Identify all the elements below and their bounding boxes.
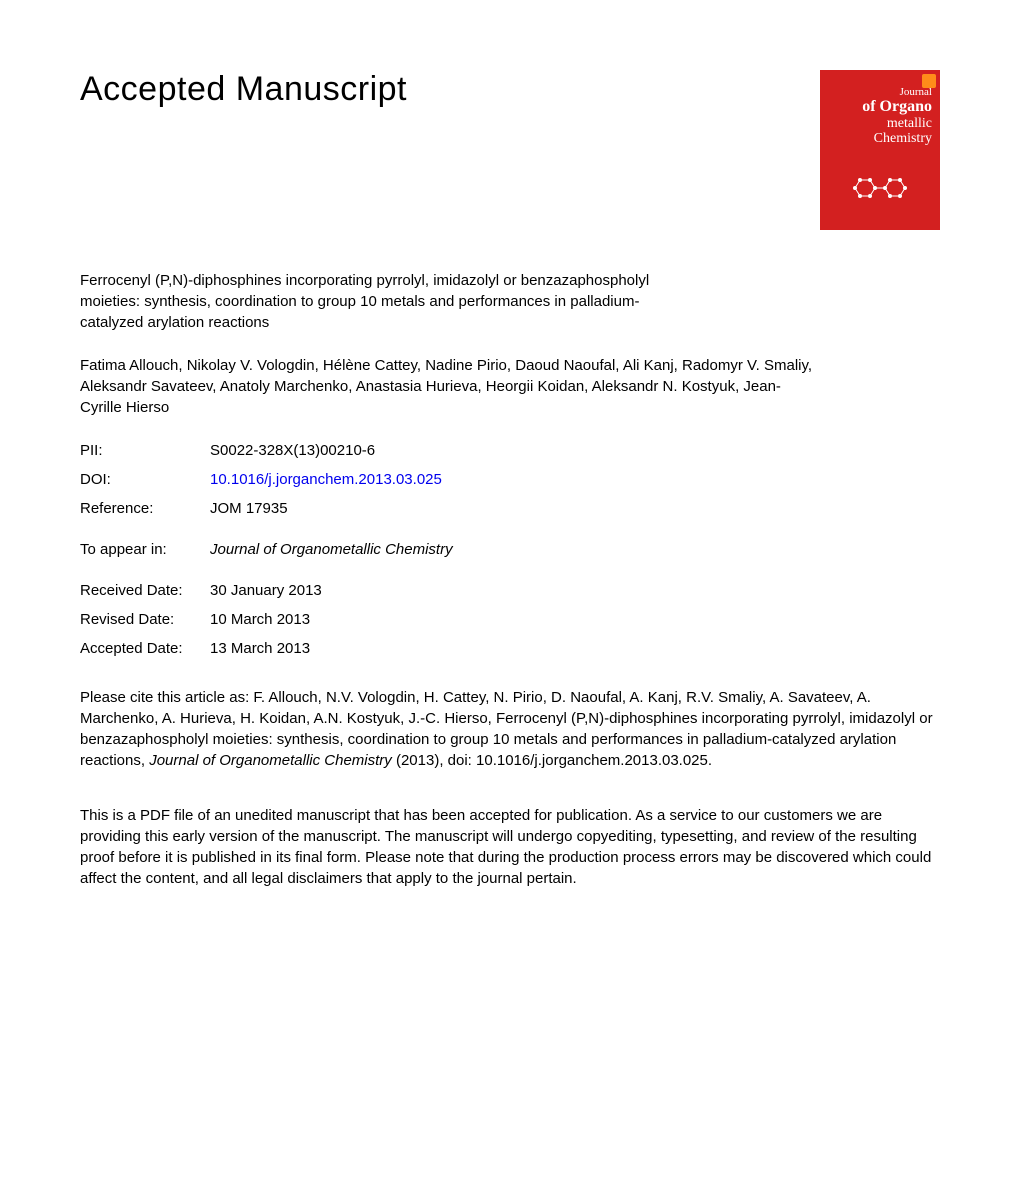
appear-label: To appear in: (80, 541, 210, 558)
appear-table: To appear in: Journal of Organometallic … (80, 541, 940, 558)
molecule-icon (845, 170, 915, 210)
meta-row-doi: DOI: 10.1016/j.jorganchem.2013.03.025 (80, 471, 940, 488)
accepted-value: 13 March 2013 (210, 640, 940, 657)
dates-table: Received Date: 30 January 2013 Revised D… (80, 582, 940, 657)
received-value: 30 January 2013 (210, 582, 940, 599)
journal-cover-title: Journal of Organo metallic Chemistry (828, 86, 932, 146)
cover-line-3: metallic (828, 116, 932, 131)
meta-row-revised: Revised Date: 10 March 2013 (80, 611, 940, 628)
meta-row-pii: PII: S0022-328X(13)00210-6 (80, 442, 940, 459)
received-label: Received Date: (80, 582, 210, 599)
meta-row-accepted: Accepted Date: 13 March 2013 (80, 640, 940, 657)
accepted-label: Accepted Date: (80, 640, 210, 657)
reference-value: JOM 17935 (210, 500, 940, 517)
citation-block: Please cite this article as: F. Allouch,… (80, 687, 940, 771)
authors-list: Fatima Allouch, Nikolay V. Vologdin, Hél… (80, 355, 820, 418)
page-heading: Accepted Manuscript (80, 70, 407, 109)
doi-label: DOI: (80, 471, 210, 488)
publisher-logo-icon (922, 74, 936, 88)
citation-suffix: (2013), doi: 10.1016/j.jorganchem.2013.0… (392, 752, 712, 769)
meta-row-received: Received Date: 30 January 2013 (80, 582, 940, 599)
revised-value: 10 March 2013 (210, 611, 940, 628)
metadata-table: PII: S0022-328X(13)00210-6 DOI: 10.1016/… (80, 442, 940, 517)
meta-row-reference: Reference: JOM 17935 (80, 500, 940, 517)
reference-label: Reference: (80, 500, 210, 517)
cover-line-1: Journal (828, 86, 932, 98)
doi-link[interactable]: 10.1016/j.jorganchem.2013.03.025 (210, 471, 940, 488)
revised-label: Revised Date: (80, 611, 210, 628)
appear-value: Journal of Organometallic Chemistry (210, 541, 940, 558)
header-row: Accepted Manuscript Journal of Organo me… (80, 70, 940, 230)
pii-label: PII: (80, 442, 210, 459)
citation-journal: Journal of Organometallic Chemistry (149, 752, 392, 769)
journal-cover: Journal of Organo metallic Chemistry (820, 70, 940, 230)
cover-line-4: Chemistry (828, 131, 932, 146)
cover-line-2: of Organo (828, 98, 932, 116)
article-title: Ferrocenyl (P,N)-diphosphines incorporat… (80, 270, 700, 333)
disclaimer-text: This is a PDF file of an unedited manusc… (80, 805, 940, 889)
meta-row-appear: To appear in: Journal of Organometallic … (80, 541, 940, 558)
pii-value: S0022-328X(13)00210-6 (210, 442, 940, 459)
